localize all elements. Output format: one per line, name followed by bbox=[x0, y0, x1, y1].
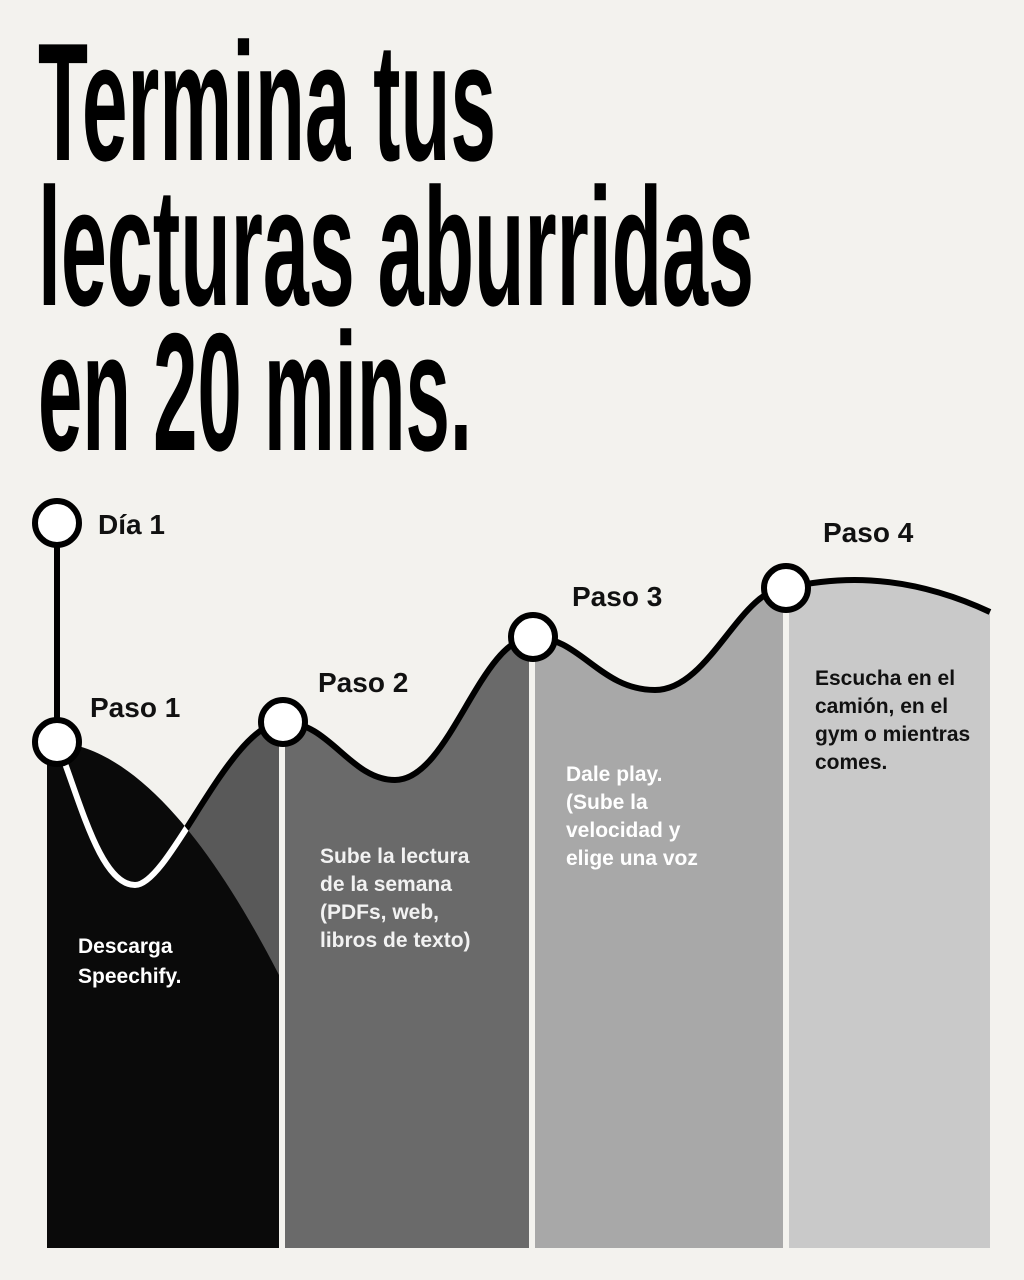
step-description: libros de texto) bbox=[320, 929, 471, 952]
node bbox=[508, 612, 558, 662]
step-description: Dale play. bbox=[566, 763, 663, 786]
column bbox=[789, 580, 990, 1248]
node-label: Paso 4 bbox=[823, 517, 914, 548]
title-line: lecturas aburridas bbox=[38, 153, 754, 341]
node-label: Paso 2 bbox=[318, 667, 408, 698]
step-description: elige una voz bbox=[566, 847, 698, 870]
column-dark bbox=[47, 742, 279, 1248]
descriptions: Descarga Speechify. Sube la lectura de la s… bbox=[78, 667, 970, 988]
node bbox=[761, 563, 811, 613]
node bbox=[32, 498, 82, 548]
step-description: velocidad y bbox=[566, 819, 681, 842]
step-description: Sube la lectura bbox=[320, 845, 470, 868]
nodes bbox=[32, 498, 811, 767]
node-label: Paso 1 bbox=[90, 692, 180, 723]
node bbox=[32, 717, 82, 767]
step-description: (PDFs, web, bbox=[320, 901, 439, 924]
step-description: de la semana bbox=[320, 873, 452, 896]
step-description: Escucha en el bbox=[815, 667, 955, 690]
node bbox=[258, 697, 308, 747]
step-description: camión, en el bbox=[815, 695, 948, 718]
step-description: gym o mientras bbox=[815, 723, 970, 746]
node-label: Día 1 bbox=[98, 509, 165, 540]
title-line: en 20 mins. bbox=[38, 298, 472, 486]
step-description: Speechify. bbox=[78, 965, 181, 988]
title-line: Termina tus bbox=[38, 8, 496, 196]
node-label: Paso 3 bbox=[572, 581, 662, 612]
step-description: Descarga bbox=[78, 935, 173, 958]
step-description: comes. bbox=[815, 751, 887, 774]
step-description: (Sube la bbox=[566, 791, 648, 814]
